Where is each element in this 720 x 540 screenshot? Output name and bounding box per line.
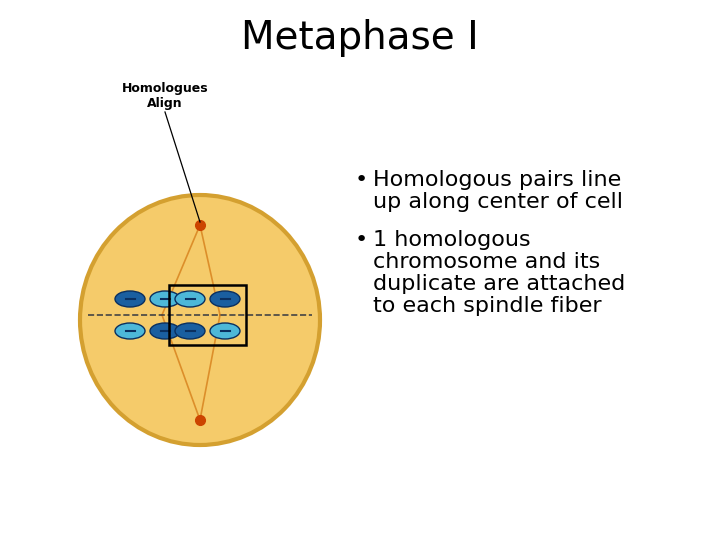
Text: •: • <box>355 170 368 190</box>
Bar <box>169 285 246 345</box>
Text: Homologues
Align: Homologues Align <box>122 82 208 110</box>
Ellipse shape <box>150 323 180 339</box>
Ellipse shape <box>115 323 145 339</box>
Ellipse shape <box>80 195 320 445</box>
Ellipse shape <box>210 323 240 339</box>
Text: to each spindle fiber: to each spindle fiber <box>373 296 602 316</box>
Text: chromosome and its: chromosome and its <box>373 252 600 272</box>
Text: 1 homologous: 1 homologous <box>373 230 531 250</box>
Text: Metaphase I: Metaphase I <box>241 19 479 57</box>
Ellipse shape <box>175 291 205 307</box>
Ellipse shape <box>115 291 145 307</box>
Text: Homologous pairs line: Homologous pairs line <box>373 170 621 190</box>
Text: up along center of cell: up along center of cell <box>373 192 623 212</box>
Ellipse shape <box>175 323 205 339</box>
Text: •: • <box>355 230 368 250</box>
Ellipse shape <box>150 291 180 307</box>
Text: duplicate are attached: duplicate are attached <box>373 274 625 294</box>
Ellipse shape <box>210 291 240 307</box>
